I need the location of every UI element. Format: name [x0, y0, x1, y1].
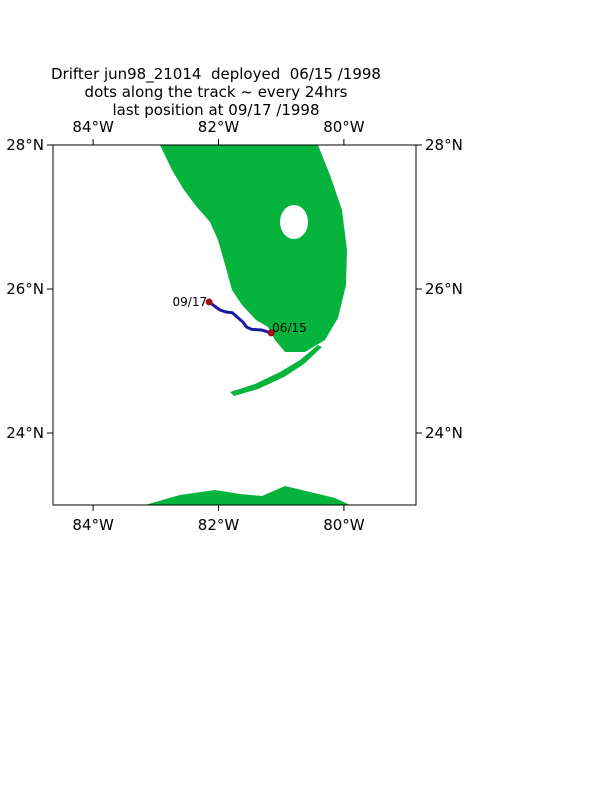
cuba: [145, 486, 350, 505]
title-line: dots along the track ~ every 24hrs: [85, 83, 348, 101]
x-tick-label: 84°W: [72, 516, 114, 534]
x-tick-label: 82°W: [198, 118, 240, 136]
point-label: 06/15: [272, 321, 307, 335]
y-tick-label: 28°N: [425, 136, 463, 154]
map-frame: [52, 144, 417, 506]
track-endpoint: [267, 329, 275, 337]
drifter-track: [208, 300, 272, 335]
title-line: Drifter jun98_21014 deployed 06/15 /1998: [51, 65, 381, 84]
point-label: 09/17: [173, 295, 208, 309]
y-tick-label: 26°N: [6, 280, 44, 298]
x-tick-label: 84°W: [72, 118, 114, 136]
y-tick-label: 24°N: [425, 424, 463, 442]
florida-keys: [230, 345, 322, 396]
y-tick-label: 24°N: [6, 424, 44, 442]
florida: [160, 145, 347, 352]
title-line: last position at 09/17 /1998: [112, 101, 319, 119]
y-tick-label: 28°N: [6, 136, 44, 154]
land: [145, 145, 350, 505]
lake-okeechobee: [280, 205, 308, 239]
y-tick-label: 26°N: [425, 280, 463, 298]
x-tick-label: 82°W: [198, 516, 240, 534]
x-tick-label: 80°W: [323, 118, 365, 136]
track-endpoint: [205, 298, 213, 306]
x-tick-label: 80°W: [323, 516, 365, 534]
